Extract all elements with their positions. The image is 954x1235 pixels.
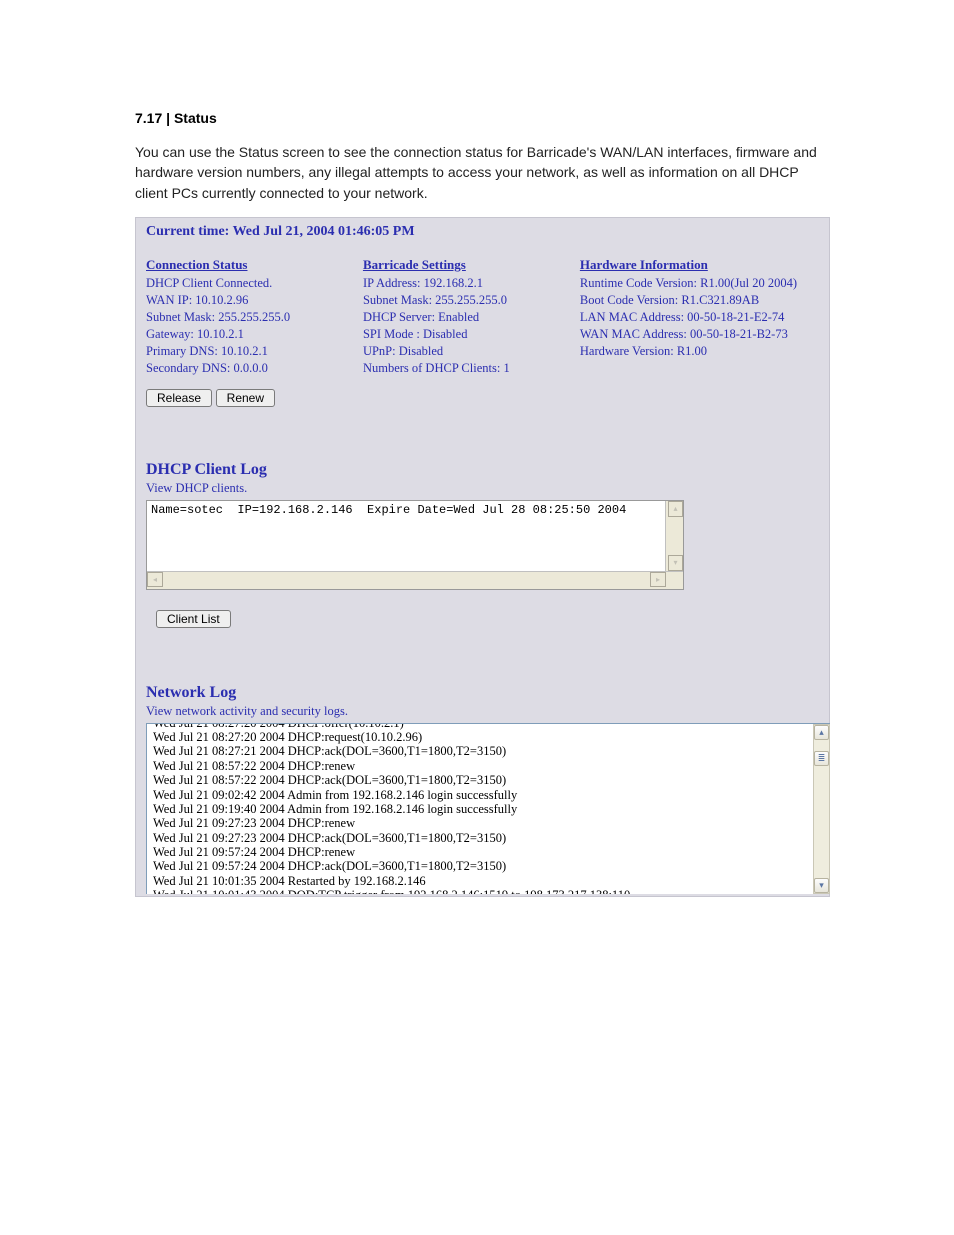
scroll-down-icon[interactable]: ▾	[814, 878, 829, 893]
dhcp-client-count: Numbers of DHCP Clients: 1	[363, 360, 560, 377]
network-log-line: Wed Jul 21 08:27:20 2004 DHCP:request(10…	[153, 730, 630, 744]
gateway: Gateway: 10.10.2.1	[146, 326, 343, 343]
network-log-content: Wed Jul 21 08:27:20 2004 DHCP:offer(10.1…	[149, 723, 634, 894]
spi-mode: SPI Mode : Disabled	[363, 326, 560, 343]
scroll-thumb-icon[interactable]: ≣	[814, 751, 829, 766]
dhcp-server: DHCP Server: Enabled	[363, 309, 560, 326]
release-button[interactable]: Release	[146, 389, 212, 407]
runtime-version: Runtime Code Version: R1.00(Jul 20 2004)	[580, 275, 819, 292]
network-log-sub: View network activity and security logs.	[146, 704, 819, 719]
dhcp-scroll-h[interactable]: ◂ ▸	[147, 571, 683, 589]
network-log-line: Wed Jul 21 09:27:23 2004 DHCP:renew	[153, 816, 630, 830]
status-panel: Current time: Wed Jul 21, 2004 01:46:05 …	[135, 217, 830, 897]
primary-dns: Primary DNS: 10.10.2.1	[146, 343, 343, 360]
network-log-box[interactable]: Wed Jul 21 08:27:20 2004 DHCP:offer(10.1…	[146, 723, 830, 894]
dhcp-client-status: DHCP Client Connected.	[146, 275, 343, 292]
network-log-line: Wed Jul 21 10:01:35 2004 Restarted by 19…	[153, 874, 630, 888]
hardware-info-title: Hardware Information	[580, 256, 819, 274]
scroll-left-icon[interactable]: ◂	[147, 572, 163, 587]
scroll-down-icon[interactable]: ▾	[668, 555, 683, 571]
upnp: UPnP: Disabled	[363, 343, 560, 360]
network-log-line: Wed Jul 21 09:27:23 2004 DHCP:ack(DOL=36…	[153, 831, 630, 845]
network-log-line: Wed Jul 21 09:57:24 2004 DHCP:ack(DOL=36…	[153, 859, 630, 873]
wan-ip: WAN IP: 10.10.2.96	[146, 292, 343, 309]
network-scroll-v[interactable]: ▴ ≣ ▾	[813, 724, 830, 894]
wan-mac: WAN MAC Address: 00-50-18-21-B2-73	[580, 326, 819, 343]
network-log-line: Wed Jul 21 09:57:24 2004 DHCP:renew	[153, 845, 630, 859]
network-log-line: Wed Jul 21 09:02:42 2004 Admin from 192.…	[153, 788, 630, 802]
current-time: Current time: Wed Jul 21, 2004 01:46:05 …	[136, 218, 829, 256]
network-log-line: Wed Jul 21 08:27:21 2004 DHCP:ack(DOL=36…	[153, 744, 630, 758]
scroll-corner	[666, 572, 683, 589]
network-log-line: Wed Jul 21 08:57:22 2004 DHCP:renew	[153, 759, 630, 773]
scroll-up-icon[interactable]: ▴	[668, 501, 683, 517]
network-log-line: Wed Jul 21 08:27:20 2004 DHCP:offer(10.1…	[153, 723, 630, 730]
hardware-info-column: Hardware Information Runtime Code Versio…	[570, 256, 829, 377]
hardware-version: Hardware Version: R1.00	[580, 343, 819, 360]
secondary-dns: Secondary DNS: 0.0.0.0	[146, 360, 343, 377]
network-log-line: Wed Jul 21 09:19:40 2004 Admin from 192.…	[153, 802, 630, 816]
scroll-up-icon[interactable]: ▴	[814, 725, 829, 740]
dhcp-log-title: DHCP Client Log	[146, 461, 819, 479]
connection-status-column: Connection Status DHCP Client Connected.…	[136, 256, 353, 377]
renew-button[interactable]: Renew	[216, 389, 275, 407]
dhcp-log-sub: View DHCP clients.	[146, 481, 819, 496]
network-log-title: Network Log	[146, 684, 819, 702]
lan-mac: LAN MAC Address: 00-50-18-21-E2-74	[580, 309, 819, 326]
dhcp-log-content: Name=sotec IP=192.168.2.146 Expire Date=…	[147, 501, 683, 575]
network-log-line: Wed Jul 21 10:01:43 2004 DOD:TCP trigger…	[153, 888, 630, 894]
barricade-settings-column: Barricade Settings IP Address: 192.168.2…	[353, 256, 570, 377]
scroll-right-icon[interactable]: ▸	[650, 572, 666, 587]
connection-status-title: Connection Status	[146, 256, 343, 274]
client-list-button[interactable]: Client List	[156, 610, 231, 628]
network-log-line: Wed Jul 21 08:57:22 2004 DHCP:ack(DOL=36…	[153, 773, 630, 787]
page-title: 7.17 | Status	[135, 110, 819, 126]
barricade-settings-title: Barricade Settings	[363, 256, 560, 274]
dhcp-log-box[interactable]: Name=sotec IP=192.168.2.146 Expire Date=…	[146, 500, 684, 590]
boot-version: Boot Code Version: R1.C321.89AB	[580, 292, 819, 309]
dhcp-scroll-v[interactable]: ▴ ▾	[665, 501, 683, 571]
bs-subnet: Subnet Mask: 255.255.255.0	[363, 292, 560, 309]
subnet-mask: Subnet Mask: 255.255.255.0	[146, 309, 343, 326]
page-description: You can use the Status screen to see the…	[135, 142, 819, 203]
ip-address: IP Address: 192.168.2.1	[363, 275, 560, 292]
